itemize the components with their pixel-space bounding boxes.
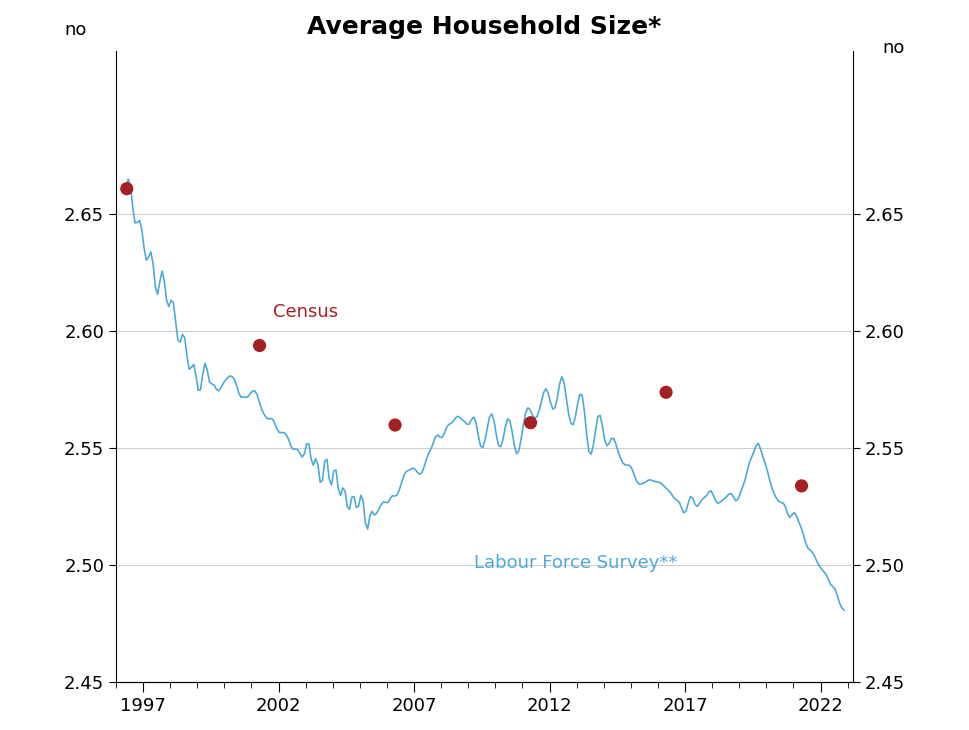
Point	[119, 183, 135, 195]
Text: Labour Force Survey**: Labour Force Survey**	[474, 554, 677, 572]
Y-axis label: no: no	[64, 21, 86, 39]
Text: Census: Census	[273, 304, 338, 321]
Title: Average Household Size*: Average Household Size*	[307, 15, 662, 39]
Point	[252, 339, 267, 351]
Point	[388, 419, 403, 431]
Point	[523, 417, 539, 429]
Point	[658, 386, 673, 398]
Y-axis label: no: no	[883, 39, 905, 57]
Point	[794, 480, 809, 492]
